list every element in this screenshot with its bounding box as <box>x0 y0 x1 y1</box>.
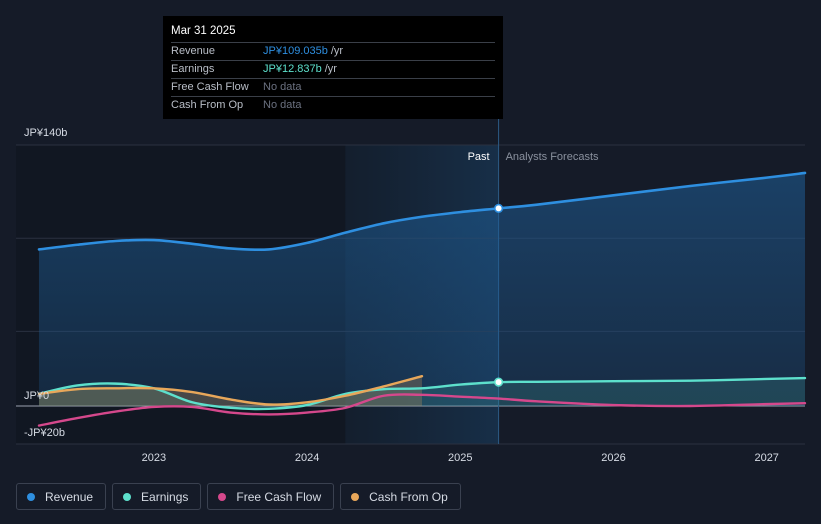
x-tick-label: 2026 <box>601 452 625 464</box>
x-tick-label: 2023 <box>142 452 166 464</box>
legend-dot-icon <box>123 492 132 501</box>
x-tick-label: 2025 <box>448 452 472 464</box>
tooltip-label: Earnings <box>171 63 215 75</box>
y-tick-label: JP¥0 <box>24 390 49 402</box>
legend-item-free-cash-flow[interactable]: Free Cash Flow <box>207 483 335 510</box>
x-tick-label: 2027 <box>754 452 778 464</box>
tooltip-row-cash-from-op: Cash From Op No data <box>171 96 495 114</box>
tooltip-date: Mar 31 2025 <box>171 25 236 37</box>
tooltip-row-earnings: Earnings JP¥12.837b /yr <box>171 60 495 78</box>
tooltip-value: No data <box>263 99 302 111</box>
legend-dot-icon <box>218 492 227 501</box>
earnings-area <box>38 378 805 410</box>
revenue-line <box>37 171 807 252</box>
tooltip-value: JP¥109.035b <box>263 45 328 57</box>
legend-dot-icon <box>27 492 35 501</box>
y-tick-label: -JP¥20b <box>24 427 65 439</box>
legend-item-cash-from-op[interactable]: Cash From Op <box>340 483 461 510</box>
revenue-highlight-point <box>493 203 504 213</box>
tooltip: Mar 31 2025 Revenue JP¥109.035b /yr Earn… <box>163 16 503 119</box>
legend-label: Free Cash Flow <box>236 489 322 504</box>
revenue-area <box>38 172 805 406</box>
x-tick-label: 2024 <box>295 452 319 464</box>
chart: JP¥140b JP¥0 -JP¥20b 2023 2024 2025 2026 2027 Pa… <box>16 118 807 464</box>
forecast-label: Analysts Forecasts <box>506 151 599 163</box>
tooltip-unit: /yr <box>324 63 337 75</box>
legend-item-earnings[interactable]: Earnings <box>112 483 202 510</box>
tooltip-value: JP¥12.837b <box>263 63 322 75</box>
tooltip-label: Free Cash Flow <box>171 81 249 93</box>
cash-from-op-area <box>38 376 422 406</box>
past-label: Past <box>468 151 490 163</box>
legend-dot-icon <box>351 492 360 501</box>
y-tick-label: JP¥140b <box>24 127 67 139</box>
legend-label: Earnings <box>141 489 189 504</box>
tooltip-label: Cash From Op <box>171 99 244 111</box>
legend-label: Revenue <box>45 489 94 504</box>
tooltip-row-free-cash-flow: Free Cash Flow No data <box>171 78 495 96</box>
earnings-highlight-point <box>493 377 504 387</box>
free-cash-flow-line <box>37 393 807 427</box>
legend: Revenue Earnings Free Cash Flow Cash Fro… <box>16 483 461 510</box>
legend-item-revenue[interactable]: Revenue <box>16 483 107 510</box>
legend-label: Cash From Op <box>369 489 448 504</box>
tooltip-unit: /yr <box>330 45 344 57</box>
tooltip-row-revenue: Revenue JP¥109.035b /yr <box>171 42 495 60</box>
cash-from-op-line <box>37 374 424 406</box>
tooltip-value: No data <box>263 81 302 93</box>
tooltip-label: Revenue <box>171 45 216 57</box>
